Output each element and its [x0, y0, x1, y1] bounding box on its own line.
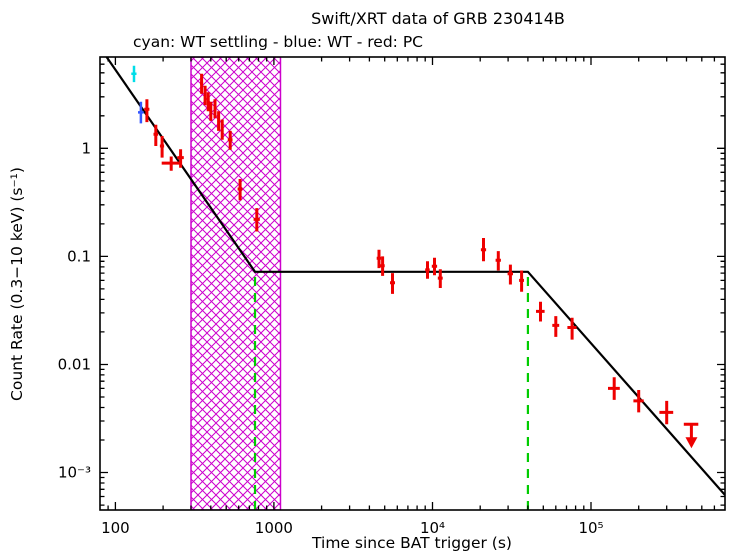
chart-title: Swift/XRT data of GRB 230414B	[311, 9, 565, 28]
flare-hatched-band	[190, 57, 282, 510]
pc-data-point	[633, 390, 644, 413]
pc-data-point	[217, 111, 221, 131]
pc-data-point	[567, 317, 577, 340]
x-tick-label: 1000	[255, 519, 293, 537]
pc-data-point	[177, 149, 184, 168]
pc-data-point	[203, 85, 207, 106]
pc-data-point	[431, 257, 438, 276]
pc-data-point	[608, 377, 620, 400]
y-axis-label: Count Rate (0.3−10 keV) (s⁻¹)	[8, 167, 26, 401]
pc-data-point	[659, 400, 674, 425]
pc-data-point	[213, 99, 217, 119]
x-tick-label: 100	[101, 519, 130, 537]
pc-data-point	[209, 101, 213, 121]
y-tick-label: 10⁻³	[58, 464, 91, 482]
pc-data-point	[437, 269, 443, 288]
x-tick-label: 10⁴	[420, 519, 445, 537]
plot-frame	[99, 56, 726, 511]
pc-data-point	[380, 256, 385, 276]
pc-data-point	[253, 208, 260, 232]
pc-data-point	[144, 99, 150, 123]
pc-data-point	[200, 73, 204, 94]
pc-data-point	[227, 130, 233, 150]
chart-subtitle: cyan: WT settling - blue: WT - red: PC	[133, 33, 423, 51]
x-tick-label: 10⁵	[578, 519, 603, 537]
pc-data-point	[519, 270, 524, 292]
pc-data-point	[495, 251, 501, 271]
y-tick-label: 0.1	[67, 247, 91, 265]
wt-settling-data-point	[131, 65, 137, 83]
x-axis-label: Time since BAT trigger (s)	[311, 534, 512, 552]
pc-data-point	[376, 249, 382, 269]
plot-area: 100 1000 10⁴ 10⁵ 10⁻³ 0.01 0.1 1	[58, 56, 726, 537]
axes: 100 1000 10⁴ 10⁵ 10⁻³ 0.01 0.1 1	[58, 56, 726, 537]
pc-upper-limit	[683, 422, 699, 440]
y-tick-label: 0.01	[58, 356, 91, 374]
pc-data-point	[425, 261, 430, 279]
pc-data-point	[552, 316, 560, 337]
pc-data-point	[161, 156, 180, 171]
pc-data-point	[237, 179, 243, 201]
pc-data-point	[153, 124, 159, 146]
pc-data-point	[159, 136, 165, 158]
pc-data-point	[480, 238, 487, 262]
pc-data-point	[507, 264, 513, 285]
pc-data-point	[206, 92, 210, 112]
pc-data-point	[536, 301, 545, 322]
y-tick-label: 1	[81, 139, 91, 157]
pc-data-point	[390, 273, 395, 294]
upper-limit-arrow-icon	[685, 437, 698, 449]
wt-data-point	[138, 101, 144, 124]
pc-data-point	[220, 119, 224, 140]
